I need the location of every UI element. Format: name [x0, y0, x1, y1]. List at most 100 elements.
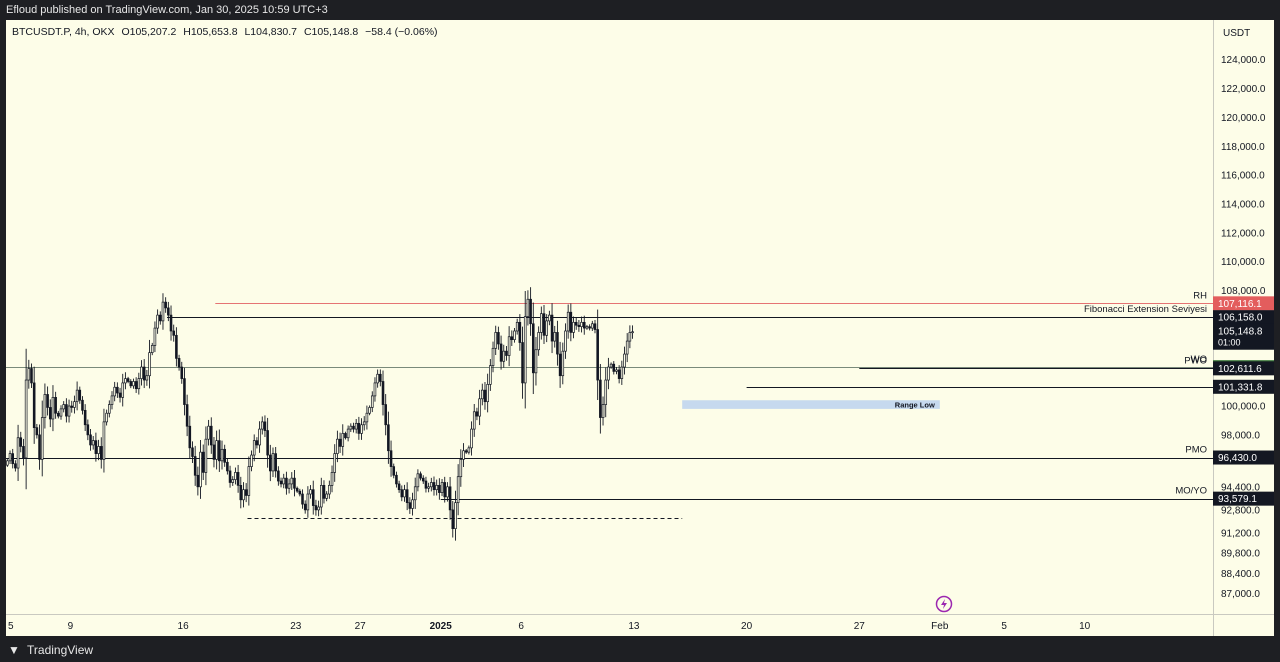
- candle-body: [298, 490, 302, 495]
- candle-body: [615, 369, 618, 372]
- candle-body: [526, 298, 530, 317]
- candle-body: [432, 482, 436, 491]
- candle-body: [193, 456, 197, 476]
- x-tick-label: 5: [1001, 621, 1007, 632]
- candle-body: [588, 326, 591, 329]
- candle-body: [204, 438, 208, 473]
- candle-body: [150, 345, 154, 353]
- candle-body: [537, 332, 540, 351]
- candle-body: [357, 422, 361, 434]
- candle-body: [569, 311, 573, 333]
- candle-body: [540, 313, 543, 333]
- price-tag: [1213, 310, 1274, 325]
- candle-body: [507, 336, 511, 356]
- candle-body: [132, 381, 135, 387]
- candle-body: [148, 352, 151, 377]
- candle-body: [609, 363, 613, 368]
- candle-body: [430, 482, 433, 488]
- candle-body: [421, 477, 425, 482]
- brand-name[interactable]: TradingView: [27, 643, 94, 657]
- x-tick-label: 2025: [430, 621, 453, 632]
- candle-body: [341, 433, 345, 447]
- level-label: PWO: [1184, 355, 1207, 366]
- candle-body: [277, 470, 280, 482]
- candle-body: [338, 438, 342, 447]
- candle-body: [467, 447, 471, 453]
- candle-body: [515, 321, 519, 332]
- candle-body: [521, 342, 524, 384]
- level-label: PMO: [1185, 445, 1207, 456]
- y-tick-label: 94,400.0: [1221, 482, 1260, 493]
- candle-body: [78, 389, 82, 401]
- price-tag: [1213, 450, 1274, 465]
- symbol-name[interactable]: BTCUSDT.P, 4h, OKX: [12, 26, 115, 38]
- candle-body: [325, 493, 328, 499]
- candle-body: [566, 311, 570, 332]
- candle-body: [336, 438, 339, 454]
- candle-body: [62, 404, 65, 410]
- candle-body: [16, 437, 20, 469]
- candle-body: [46, 394, 49, 408]
- candle-body: [362, 421, 366, 426]
- candle-body: [145, 375, 149, 381]
- candle-body: [344, 433, 347, 439]
- candle-body: [601, 404, 605, 418]
- candle-body: [43, 394, 47, 418]
- candle-body: [531, 323, 535, 374]
- x-tick-label: Feb: [931, 621, 949, 632]
- candle-body: [577, 324, 581, 328]
- candle-body: [282, 477, 286, 485]
- candle-body: [40, 417, 44, 460]
- symbol-info: BTCUSDT.P, 4h, OKX O105,207.2 H105,653.8…: [12, 26, 442, 38]
- candle-body: [311, 489, 315, 506]
- candle-body: [24, 379, 28, 459]
- candle-body: [403, 489, 406, 498]
- candle-body: [140, 366, 143, 379]
- candle-body: [86, 424, 90, 436]
- candle-body: [255, 440, 259, 446]
- candle-body: [290, 477, 294, 485]
- candle-body: [215, 440, 218, 460]
- level-label: RH: [1193, 290, 1207, 301]
- y-tick-label: 108,000.0: [1221, 286, 1266, 297]
- candle-body: [113, 386, 116, 397]
- candle-body: [625, 340, 629, 355]
- candle-body: [354, 422, 358, 430]
- tradingview-logo-icon[interactable]: ▼: [8, 643, 20, 657]
- price-tag: [1213, 361, 1274, 376]
- candle-body: [295, 487, 299, 492]
- range-low-zone: [682, 400, 940, 409]
- y-tick-label: 120,000.0: [1221, 113, 1266, 124]
- candle-body: [32, 382, 36, 429]
- candle-body: [513, 330, 516, 340]
- candle-body: [271, 453, 275, 472]
- candle-body: [502, 350, 506, 362]
- candle-body: [191, 447, 194, 457]
- current-price-tag: [1213, 323, 1274, 350]
- candle-body: [223, 448, 226, 463]
- candle-body: [116, 386, 119, 394]
- candle-body: [91, 440, 95, 446]
- candle-body: [408, 502, 412, 509]
- candle-body: [413, 486, 417, 501]
- price-chart[interactable]: USDT 124,000.0 122,000.0 120,000.0 118,000.0…: [6, 20, 1274, 636]
- candle-body: [346, 428, 350, 439]
- level-label: Fibonacci Extension Seviyesi: [1084, 304, 1207, 315]
- price-tag-label: 107,116.1: [1218, 299, 1262, 310]
- candle-body: [411, 499, 414, 509]
- candle-body: [67, 405, 71, 417]
- candle-body: [287, 483, 291, 489]
- candle-body: [424, 480, 428, 489]
- candle-body: [303, 503, 307, 511]
- price-tag-label: 93,579.1: [1218, 494, 1257, 505]
- candle-body: [486, 384, 489, 403]
- candle-body: [239, 485, 243, 501]
- y-tick-label: 112,000.0: [1221, 228, 1265, 239]
- candle-body: [542, 313, 546, 336]
- chart-area[interactable]: USDT 124,000.0 122,000.0 120,000.0 118,000.0…: [6, 20, 1274, 636]
- y-tick-label: 116,000.0: [1221, 171, 1265, 182]
- candle-body: [59, 408, 63, 417]
- candle-body: [322, 485, 326, 499]
- candle-body: [416, 473, 420, 488]
- candle-body: [306, 493, 310, 511]
